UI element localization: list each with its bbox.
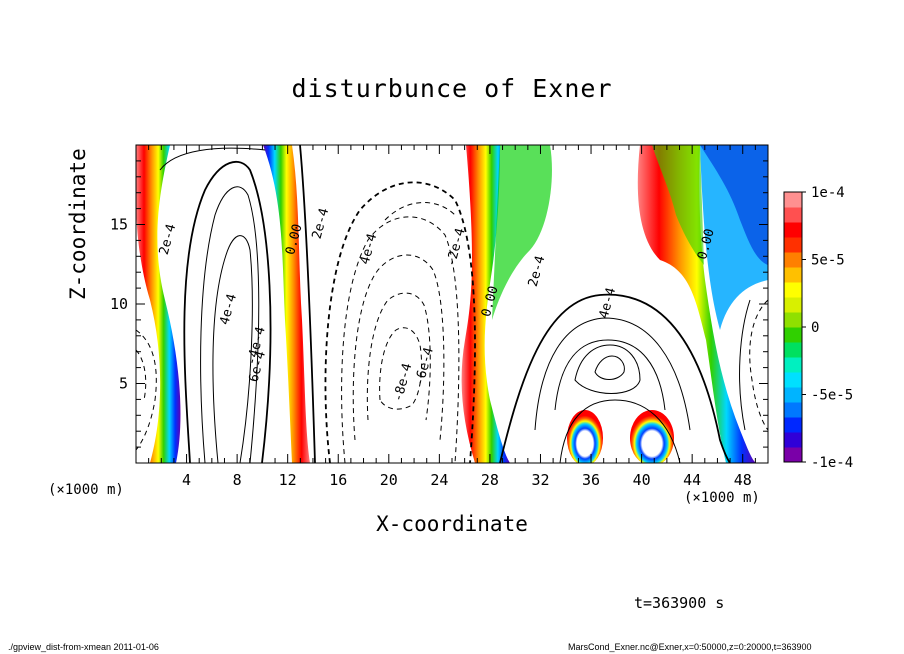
contour-labels: 2e-4 0.00 2e-44e-4 -2e-44e-4-4e-46e-4 -8e-4-… [157, 206, 718, 403]
colorbar-swatch [784, 312, 802, 328]
colorbar-swatch [784, 387, 802, 403]
colorbar-label: -5e-5 [811, 388, 853, 404]
colorbar-swatch [784, 402, 802, 418]
colorbar-swatch [784, 267, 802, 283]
x-tick-label: 20 [380, 471, 398, 489]
x-tick-label: 8 [233, 471, 242, 489]
y-ticks: 5 10 15 [110, 160, 768, 448]
colorbar-swatch [784, 222, 802, 238]
x-tick-label: 28 [481, 471, 499, 489]
x-tick-label: 4 [182, 471, 191, 489]
contour-label: 2e-4 [526, 254, 549, 288]
contour-label: 4e-4 [597, 286, 620, 320]
contour-label: 4e-4 [217, 292, 240, 326]
colorbar-swatch [784, 327, 802, 343]
colorbar-label: 1e-4 [811, 185, 845, 201]
contour-label: -2e-4 [444, 226, 469, 268]
x-unit-label: (×1000 m) [48, 482, 124, 498]
x-unit-label-right: (×1000 m) [684, 490, 760, 506]
x-tick-label: 44 [683, 471, 701, 489]
colorbar: 1e-4 5e-5 0 -5e-5 -1e-4 [783, 185, 853, 471]
colorbar-swatch [784, 282, 802, 298]
x-tick-label: 24 [430, 471, 448, 489]
colorbar-swatch [784, 447, 802, 463]
colorbar-swatch [784, 297, 802, 313]
y-axis-label: Z-coordinate [66, 148, 90, 300]
footer-left: ./gpview_dist-from-xmean 2011-01-06 [8, 642, 159, 652]
colorbar-swatch [784, 192, 802, 208]
colorbar-label: -1e-4 [811, 455, 853, 471]
colorbar-swatch [784, 252, 802, 268]
colorbar-swatch [784, 417, 802, 433]
contour-label: -6e-4 [412, 346, 437, 388]
x-tick-label: 12 [279, 471, 297, 489]
x-tick-label: 16 [329, 471, 347, 489]
contour-label: 2e-4 [310, 206, 333, 240]
colorbar-swatch [784, 372, 802, 388]
x-axis-label: X-coordinate [376, 512, 528, 536]
contour-label: 2e-4 [157, 222, 180, 256]
y-tick-label: 10 [110, 295, 128, 313]
y-tick-label: 5 [119, 375, 128, 393]
x-tick-label: 32 [531, 471, 549, 489]
time-label: t=363900 s [634, 594, 725, 612]
x-tick-label: 40 [633, 471, 651, 489]
colorbar-swatch [784, 432, 802, 448]
colorbar-label: 0 [811, 320, 819, 336]
x-ticks: 4 8 12 16 20 24 28 32 36 40 44 48 [148, 145, 756, 489]
colorbar-label: 5e-5 [811, 253, 845, 269]
y-tick-label: 15 [110, 216, 128, 234]
colorbar-swatch [784, 357, 802, 373]
footer-right: MarsCond_Exner.nc@Exner,x=0:50000,z=0:20… [568, 642, 812, 652]
contour-field [136, 145, 768, 463]
x-tick-label: 36 [582, 471, 600, 489]
colorbar-swatch [784, 207, 802, 223]
contour-label: 4e-4 [358, 232, 381, 266]
colorbar-swatch [784, 237, 802, 253]
chart-title: disturbunce of Exner [291, 74, 613, 103]
x-tick-label: 48 [734, 471, 752, 489]
colorbar-swatch [784, 342, 802, 358]
